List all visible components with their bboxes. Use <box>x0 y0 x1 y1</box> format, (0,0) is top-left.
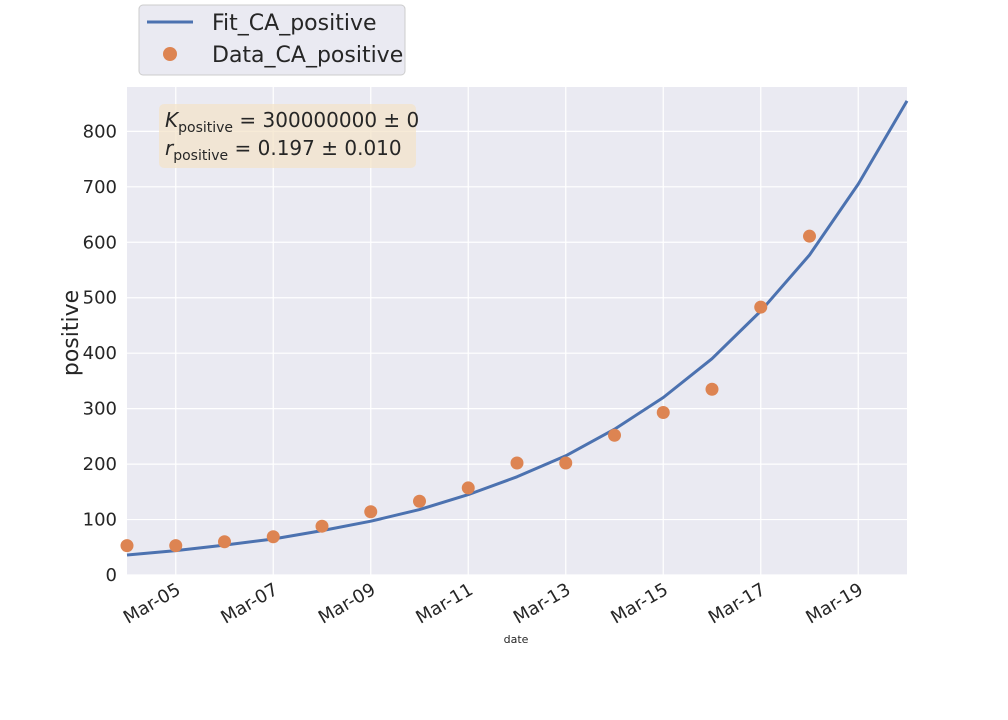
x-tick-label: Mar-07 <box>217 579 281 628</box>
legend: Fit_CA_positive Data_CA_positive <box>138 4 406 76</box>
data-point <box>608 428 621 442</box>
data-point <box>315 519 329 533</box>
y-tick-label: 200 <box>83 454 117 475</box>
data-point <box>266 530 280 544</box>
x-tick-label: Mar-15 <box>607 579 671 628</box>
y-tick-label: 500 <box>83 288 117 309</box>
x-tick-label: Mar-13 <box>510 579 574 628</box>
legend-data-label: Data_CA_positive <box>212 43 403 68</box>
data-points-group <box>120 229 816 553</box>
x-tick-labels: Mar-05 Mar-07 Mar-09 Mar-11 Mar-13 Mar-15 Mar-… <box>120 579 867 628</box>
data-point <box>559 456 573 470</box>
x-tick-label: Mar-11 <box>412 579 476 628</box>
data-point <box>413 494 426 508</box>
data-point <box>364 505 378 519</box>
x-tick-label: Mar-09 <box>315 579 379 628</box>
data-point <box>656 406 670 420</box>
y-tick-label: 300 <box>83 399 117 420</box>
legend-fit-label: Fit_CA_positive <box>212 11 377 36</box>
y-tick-label: 400 <box>83 343 117 364</box>
r-parameter-text: rpositive = 0.197 ± 0.010 <box>165 136 402 164</box>
y-tick-label: 700 <box>83 177 117 198</box>
data-point <box>803 229 816 243</box>
x-tick-label: Mar-17 <box>705 579 769 628</box>
y-tick-label: 800 <box>83 121 117 142</box>
data-point <box>754 300 768 314</box>
data-point <box>461 481 475 495</box>
x-tick-label: Mar-05 <box>120 579 184 628</box>
fit-line <box>126 100 909 557</box>
y-tick-labels: 0 100 200 300 400 500 600 700 800 <box>83 121 117 586</box>
legend-marker-icon <box>163 47 177 61</box>
y-tick-label: 100 <box>83 510 117 531</box>
x-tick-label: Mar-19 <box>802 579 866 628</box>
fit-line-group <box>126 100 909 557</box>
k-parameter-text: Kpositive = 300000000 ± 0 <box>165 108 419 136</box>
data-point <box>510 456 524 470</box>
y-tick-label: 600 <box>83 232 117 253</box>
data-point <box>120 539 134 553</box>
data-point <box>705 382 719 396</box>
data-point <box>169 539 183 553</box>
y-axis-label: positive <box>59 290 84 376</box>
y-tick-label: 0 <box>106 565 117 586</box>
data-point <box>218 535 231 549</box>
fit-parameters-box: Kpositive = 300000000 ± 0 rpositive = 0.… <box>159 104 419 168</box>
x-axis-label: date <box>504 633 529 646</box>
plot-area <box>127 87 907 575</box>
